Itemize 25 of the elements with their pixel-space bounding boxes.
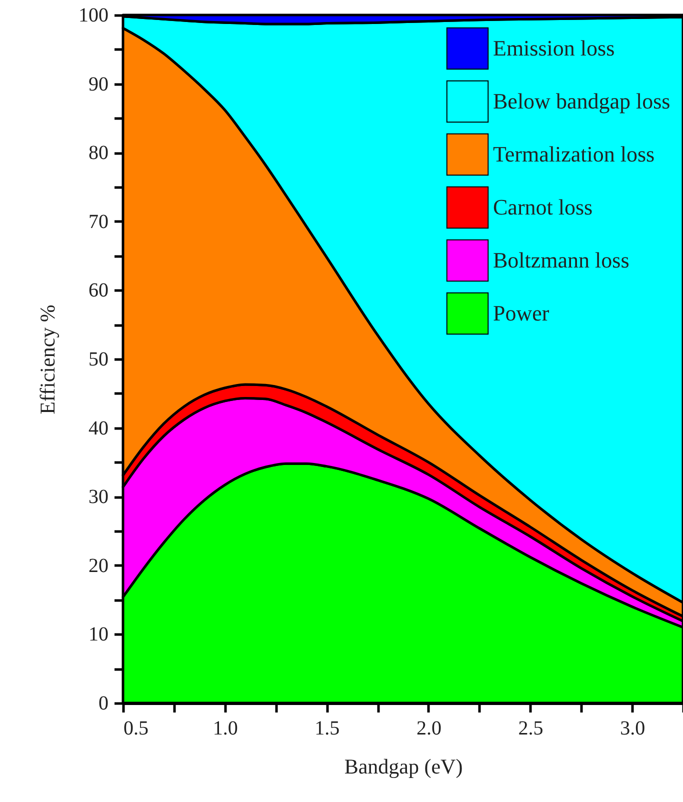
legend-label: Boltzmann loss bbox=[493, 248, 630, 272]
x-tick-label: 3.0 bbox=[620, 718, 646, 740]
legend-label: Carnot loss bbox=[493, 194, 593, 220]
y-tick-label: 100 bbox=[78, 4, 108, 26]
legend-label: Below bandgap loss bbox=[493, 88, 670, 114]
y-tick-label: 90 bbox=[88, 73, 108, 96]
y-tick-label: 50 bbox=[88, 348, 108, 370]
y-tick-label: 0 bbox=[98, 692, 108, 714]
x-tick-label: 0.5 bbox=[124, 718, 148, 740]
x-tick-label: 1.5 bbox=[314, 718, 340, 740]
y-tick-label: 40 bbox=[88, 417, 108, 440]
y-tick-label: 60 bbox=[88, 280, 108, 302]
x-axis-title: Bandgap (eV) bbox=[344, 754, 463, 778]
x-tick-label: 1.0 bbox=[212, 718, 238, 740]
y-tick-label: 20 bbox=[88, 554, 108, 577]
y-tick-label: 80 bbox=[88, 142, 108, 164]
y-tick-label: 70 bbox=[88, 210, 108, 233]
y-axis-title: Efficiency % bbox=[36, 304, 60, 414]
y-tick-label: 30 bbox=[88, 486, 108, 508]
legend-label: Termalization loss bbox=[493, 142, 655, 166]
y-tick-label: 10 bbox=[88, 624, 108, 646]
legend-label: Emission loss bbox=[493, 36, 615, 60]
legend-label: Power bbox=[493, 300, 550, 326]
x-tick-label: 2.0 bbox=[416, 718, 442, 740]
x-tick-label: 2.5 bbox=[518, 718, 544, 740]
